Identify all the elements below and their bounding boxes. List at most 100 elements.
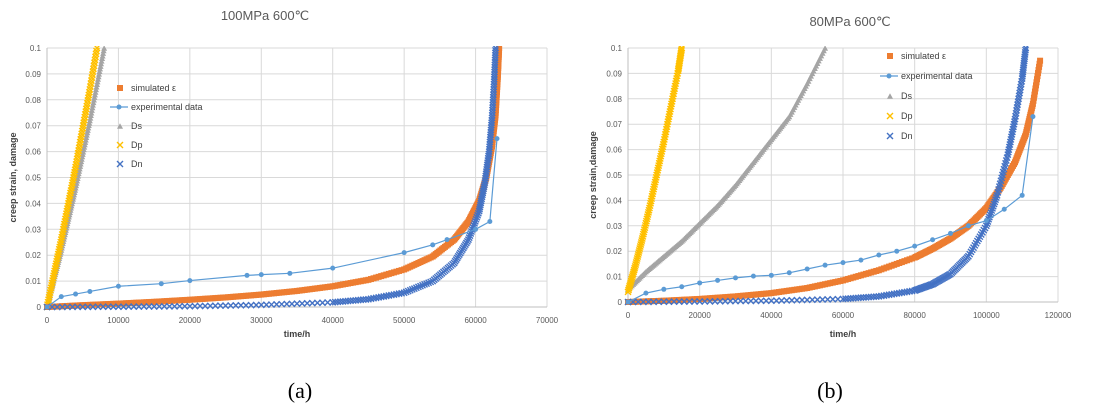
data-point-Dp bbox=[93, 46, 101, 52]
data-point-Dn bbox=[421, 280, 429, 288]
data-point-experimental bbox=[840, 260, 846, 266]
data-point-simulated bbox=[1035, 66, 1042, 73]
data-point-Dn bbox=[793, 296, 801, 304]
data-point-Dn bbox=[109, 303, 117, 311]
data-point-Dn bbox=[186, 302, 194, 310]
data-point-Dn bbox=[155, 302, 163, 310]
data-point-Dp bbox=[635, 246, 643, 254]
legend-label-Dn: Dn bbox=[901, 131, 913, 141]
x-tick-label: 30000 bbox=[250, 316, 273, 325]
legend: simulated ε experimental data Ds Dp Dn bbox=[110, 83, 203, 169]
y-tick-label: 0.07 bbox=[606, 120, 622, 129]
data-point-experimental bbox=[822, 262, 828, 268]
y-tick-label: 0.01 bbox=[25, 277, 41, 286]
chart-title: 100MPa 600℃ bbox=[221, 8, 309, 23]
legend-item-Dp: Dp bbox=[886, 111, 913, 121]
data-point-Dn bbox=[472, 215, 480, 223]
legend-item-simulated: simulated ε bbox=[117, 83, 176, 93]
data-point-experimental bbox=[965, 223, 971, 229]
data-point-simulated bbox=[496, 46, 503, 51]
data-point-Dn bbox=[737, 297, 745, 305]
data-point-Dn bbox=[130, 303, 138, 311]
legend-marker-experimental bbox=[886, 73, 892, 79]
legend-marker-simulated bbox=[887, 53, 893, 59]
data-point-Dp bbox=[634, 252, 642, 260]
data-point-Dn bbox=[691, 298, 699, 306]
data-point-Dn bbox=[466, 232, 474, 240]
data-point-Dn bbox=[120, 303, 128, 311]
x-tick-label: 20000 bbox=[179, 316, 202, 325]
data-point-Dn bbox=[416, 282, 424, 290]
x-tick-label: 20000 bbox=[689, 311, 712, 320]
data-point-Dn bbox=[989, 202, 997, 210]
legend-marker-Dn bbox=[886, 132, 894, 140]
data-point-simulated bbox=[1032, 85, 1039, 92]
data-point-Dn bbox=[721, 297, 729, 305]
data-point-Dn bbox=[988, 204, 996, 212]
data-point-experimental bbox=[494, 136, 500, 142]
data-point-Dn bbox=[706, 297, 714, 305]
data-point-Dn bbox=[757, 297, 765, 305]
data-point-Dn bbox=[252, 301, 260, 309]
y-tick-label: 0.04 bbox=[606, 196, 622, 205]
data-point-Dp bbox=[631, 262, 639, 270]
x-tick-label: 120000 bbox=[1045, 311, 1072, 320]
data-point-experimental bbox=[187, 278, 193, 284]
y-tick-label: 0 bbox=[37, 303, 42, 312]
legend-label-Dp: Dp bbox=[131, 140, 143, 150]
y-tick-label: 0.06 bbox=[25, 148, 41, 157]
data-point-simulated bbox=[1036, 63, 1043, 70]
data-point-Ds bbox=[101, 46, 108, 51]
data-point-simulated bbox=[1031, 88, 1038, 95]
data-point-Dn bbox=[464, 236, 472, 244]
legend: simulated ε experimental data Ds Dp Dn bbox=[880, 51, 973, 141]
legend-marker-experimental bbox=[116, 104, 122, 110]
data-point-Dn bbox=[747, 297, 755, 305]
data-point-Dn bbox=[813, 296, 821, 304]
data-point-experimental bbox=[287, 270, 293, 276]
legend-item-Dn: Dn bbox=[116, 159, 143, 169]
figure-caption: (a) bbox=[288, 378, 312, 403]
data-point-Dn bbox=[222, 302, 230, 310]
data-point-Dn bbox=[227, 301, 235, 309]
x-tick-label: 80000 bbox=[904, 311, 927, 320]
legend-item-Ds: Ds bbox=[887, 91, 912, 101]
data-point-experimental bbox=[625, 299, 631, 305]
data-point-Dn bbox=[412, 284, 420, 292]
data-point-experimental bbox=[73, 291, 79, 297]
legend-marker-Dp bbox=[116, 141, 124, 149]
data-point-Dn bbox=[160, 302, 168, 310]
data-point-Dn bbox=[410, 285, 418, 293]
data-point-simulated bbox=[1029, 100, 1036, 107]
data-point-Dn bbox=[404, 287, 412, 295]
legend-label-simulated: simulated ε bbox=[131, 83, 176, 93]
data-point-Dn bbox=[644, 298, 652, 306]
data-point-Dn bbox=[987, 209, 995, 217]
data-point-experimental bbox=[768, 272, 774, 278]
series-Dp bbox=[624, 46, 686, 296]
legend-marker-simulated bbox=[117, 85, 123, 91]
data-point-Dn bbox=[834, 295, 842, 303]
data-point-Dn bbox=[165, 302, 173, 310]
data-point-Dn bbox=[216, 302, 224, 310]
y-tick-label: 0.06 bbox=[606, 146, 622, 155]
data-point-experimental bbox=[948, 230, 953, 236]
legend-item-Ds: Ds bbox=[117, 121, 142, 131]
data-point-Dp bbox=[677, 46, 685, 54]
y-tick-label: 0.02 bbox=[25, 251, 41, 260]
data-point-Dn bbox=[634, 298, 642, 306]
plot-area bbox=[43, 46, 503, 311]
data-point-Dn bbox=[201, 302, 209, 310]
data-point-Dn bbox=[191, 302, 199, 310]
legend-label-Ds: Ds bbox=[131, 121, 142, 131]
series-Dn bbox=[624, 46, 1030, 306]
x-axis-label: time/h bbox=[830, 329, 857, 339]
data-point-Dn bbox=[798, 296, 806, 304]
legend-item-experimental: experimental data bbox=[110, 102, 203, 112]
data-point-Dn bbox=[767, 297, 775, 305]
series-Ds bbox=[625, 46, 829, 292]
data-point-experimental bbox=[1019, 192, 1025, 198]
data-point-Dn bbox=[135, 303, 143, 311]
data-point-Dn bbox=[1022, 46, 1030, 52]
